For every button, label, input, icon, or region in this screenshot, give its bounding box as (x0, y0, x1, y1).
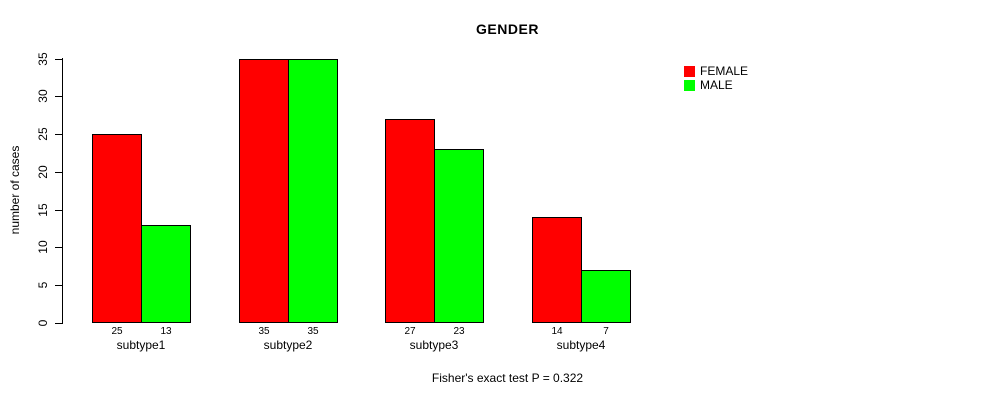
y-axis-line (62, 58, 63, 324)
y-axis-tick (55, 59, 62, 60)
legend-label: FEMALE (700, 64, 749, 78)
bar-male-subtype4 (581, 270, 631, 323)
bar-female-subtype3 (385, 119, 435, 323)
bar-female-subtype2 (239, 59, 289, 323)
y-tick-label: 25 (36, 127, 50, 141)
legend-label: MALE (700, 78, 733, 92)
y-axis-tick (55, 172, 62, 173)
x-category-label: subtype2 (263, 338, 313, 352)
bar-value-label: 27 (404, 326, 416, 337)
bar-female-subtype1 (92, 134, 142, 323)
bar-value-label: 35 (258, 326, 270, 337)
bar-male-subtype1 (141, 225, 191, 323)
y-tick-label: 10 (36, 240, 50, 254)
legend-swatch-male (684, 79, 695, 91)
fisher-test-annotation: Fisher's exact test P = 0.322 (431, 371, 584, 385)
y-axis-tick (55, 285, 62, 286)
y-axis-tick (55, 247, 62, 248)
y-tick-label: 0 (36, 319, 50, 327)
bar-value-label: 7 (603, 326, 609, 337)
bar-value-label: 13 (160, 326, 172, 337)
x-category-label: subtype3 (409, 338, 459, 352)
legend-item-male: MALE (684, 78, 748, 92)
bar-value-label: 35 (307, 326, 319, 337)
legend-swatch-female (684, 65, 695, 77)
bar-female-subtype4 (532, 217, 582, 323)
legend: FEMALE MALE (684, 64, 748, 92)
bar-value-label: 14 (551, 326, 563, 337)
y-tick-label: 20 (36, 165, 50, 179)
y-tick-label: 35 (36, 52, 50, 66)
bar-value-label: 25 (111, 326, 123, 337)
bar-male-subtype2 (288, 59, 338, 323)
bar-value-label: 23 (453, 326, 465, 337)
y-axis-tick (55, 96, 62, 97)
legend-item-female: FEMALE (684, 64, 748, 78)
y-tick-label: 15 (36, 203, 50, 217)
x-category-label: subtype4 (556, 338, 606, 352)
chart-title: GENDER (476, 21, 539, 37)
x-category-label: subtype1 (116, 338, 166, 352)
bar-male-subtype3 (434, 149, 484, 323)
y-axis-tick (55, 210, 62, 211)
y-axis-tick (55, 134, 62, 135)
y-axis-tick (55, 323, 62, 324)
y-tick-label: 5 (36, 281, 50, 289)
y-tick-label: 30 (36, 89, 50, 103)
